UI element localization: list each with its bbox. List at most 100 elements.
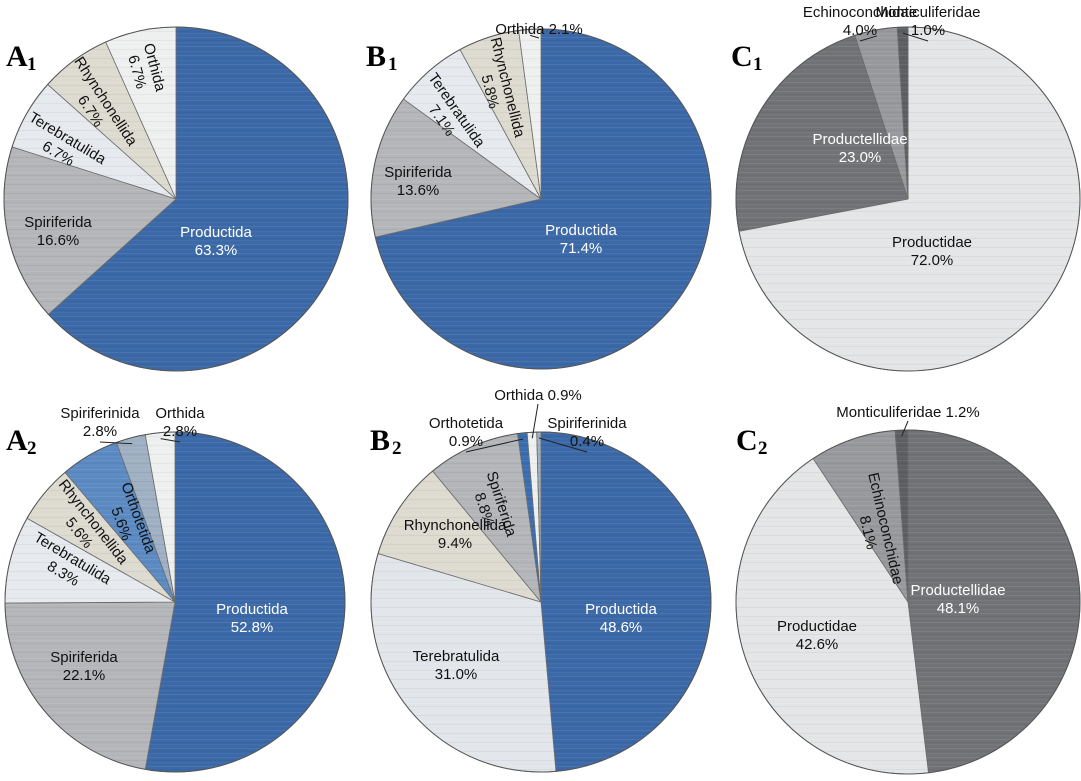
slice-value: 72.0% [911,252,954,269]
slice-label: Spiriferida [50,649,118,666]
callout-line [901,420,909,437]
slice-terebratulida-texture [403,49,541,199]
pie-outline [735,26,1081,372]
slice-value: 23.0% [839,149,882,166]
panel-label-a1: A 1 [6,40,37,75]
slice-productellidae-texture [736,35,908,232]
pie-outline [4,431,346,773]
slice-label: Rhynchonellida [404,517,507,534]
slice-productida-texture [145,432,346,773]
callout-line [538,437,588,453]
slice-label: Spiriferinida [60,405,140,422]
slice-label: Productidae [777,618,857,635]
slice-value: 52.8% [231,619,274,636]
slice-label: Orthida [155,405,205,422]
slice-value: 48.1% [937,600,980,617]
panel-subscript: 2 [758,438,768,459]
panel-label-c2: C 2 [736,424,768,459]
slice-label: Monticuliferidae [875,4,980,21]
slice-orthotetida-texture [65,442,175,602]
slice-rhynchonellida-texture [378,471,541,602]
panel-letter: B [366,40,386,73]
pie-outline [370,431,712,773]
slice-label: Orthida 2.1% [495,21,583,38]
slice-label: Spiriferinida [547,415,627,432]
slice-orthotetida-texture [517,432,541,602]
slice-orthida-texture [518,29,541,199]
slice-value: 2.8% [163,423,197,440]
slice-monticuliferidae-texture [895,430,908,602]
callout-line [859,35,878,42]
panel-letter: A [6,40,28,73]
pie-chart-c2: Productellidae48.1%Productidae42.6%Echin… [735,404,1081,775]
pie-chart-a2: Productida52.8%Spiriferida22.1%Terebratu… [4,405,346,773]
slice-productida-texture [541,432,711,772]
slice-label: Productida [545,222,617,239]
pie-chart-a1: Productida63.3%Spiriferida16.6%Terebratu… [3,26,349,372]
panel-subscript: 2 [392,438,402,459]
pie-outline [735,429,1081,775]
panel-subscript: 1 [388,54,398,75]
slice-orthida-texture [145,432,175,602]
slice-spiriferida-texture [432,433,541,602]
panel-label-c1: C 1 [731,40,763,75]
slice-productida-texture [48,27,349,372]
slice-productellidae-texture [908,430,1081,773]
slice-value: 1.0% [911,22,945,39]
panel-letter: B [370,424,390,457]
panel-subscript: 1 [27,54,37,75]
slice-spiriferida-texture [371,99,541,238]
slice-value: 0.9% [449,433,483,450]
slice-label: Productellidae [910,582,1005,599]
slice-value: 42.6% [796,636,839,653]
slice-label: Spiriferida [384,164,452,181]
slice-value: 71.4% [560,240,603,257]
slice-label: Productellidae [812,131,907,148]
slice-label: Productidae [892,234,972,251]
slice-value: 31.0% [435,666,478,683]
pie-chart-b1: Productida71.4%Spiriferida13.6%Terebratu… [370,21,712,370]
slice-label: Echinoconchidae [803,4,917,21]
callout-line [99,441,133,445]
slice-productidae-texture [736,458,929,775]
slice-productidae-texture [739,27,1080,371]
slice-rhynchonellida-texture [460,30,541,199]
slice-value: 2.8% [83,423,117,440]
slice-monticuliferidae-texture [897,27,908,199]
slice-value: 48.6% [600,619,643,636]
slice-value: 16.6% [37,232,80,249]
slice-spiriferida-texture [5,602,175,770]
slice-label: Spiriferida [24,214,92,231]
slice-label: Monticuliferidae 1.2% [836,404,979,421]
slice-value: 13.6% [397,182,440,199]
slice-label: Orthida 0.9% [494,387,582,404]
slice-label: Productida [585,601,657,618]
slice-label: Productida [180,224,252,241]
panel-label-a2: A 2 [6,424,37,459]
callout-line [160,438,181,443]
slice-value: 9.4% [438,535,472,552]
slice-label: Productida [216,601,288,618]
panel-letter: C [731,40,753,73]
slice-orthida-texture [105,26,176,199]
callout-line [531,403,539,439]
slice-spiriferinida-texture [536,432,541,602]
pies-layer: Productida63.3%Spiriferida16.6%Terebratu… [3,4,1081,775]
slice-value: 4.0% [843,22,877,39]
pie-outline [3,26,349,372]
slice-label: Orthotetida [429,415,504,432]
slice-terebratulida-texture [4,518,175,604]
slice-echinoconchidae-texture [813,430,908,602]
